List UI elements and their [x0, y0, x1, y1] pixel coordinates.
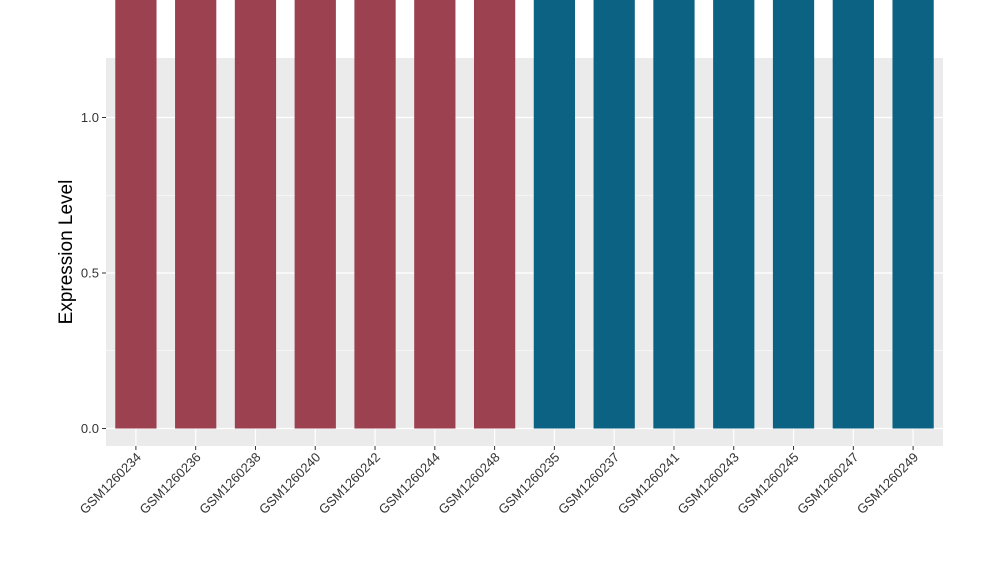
bar-GSM1260235	[533, 0, 576, 429]
x-tick-label: GSM1260238	[196, 450, 263, 517]
x-tick-label: GSM1260243	[675, 450, 742, 517]
x-tick-label: GSM1260236	[136, 450, 203, 517]
bar-GSM1260237	[593, 0, 635, 429]
x-tick-label: GSM1260240	[256, 450, 323, 517]
bars	[115, 0, 934, 429]
x-tick-label: GSM1260234	[77, 450, 144, 517]
y-axis: 0.00.51.01.52.0	[81, 110, 106, 436]
y-tick-label: 1.0	[81, 110, 99, 125]
bar-GSM1260234	[115, 0, 157, 429]
x-tick-label: GSM1260249	[854, 450, 921, 517]
x-tick-label: GSM1260241	[615, 450, 682, 517]
x-tick-label: GSM1260247	[794, 450, 861, 517]
plot-panel	[106, 58, 943, 446]
bar-GSM1260236	[175, 0, 217, 429]
x-tick-label: GSM1260245	[734, 450, 801, 517]
bar-GSM1260248	[473, 0, 516, 429]
bar-GSM1260242	[354, 0, 396, 429]
bar-GSM1260238	[234, 0, 277, 429]
y-tick-label: 0.5	[81, 266, 99, 281]
x-tick-label: GSM1260237	[555, 450, 622, 517]
bar-GSM1260247	[832, 0, 874, 429]
x-tick-label: GSM1260244	[376, 450, 443, 517]
x-axis: GSM1260234GSM1260236GSM1260238GSM1260240…	[77, 446, 921, 517]
y-axis-title: Expression Level	[56, 180, 77, 325]
bar-GSM1260249	[892, 0, 934, 429]
bar-GSM1260240	[294, 0, 336, 429]
x-tick-label: GSM1260235	[495, 450, 562, 517]
y-tick-label: 0.0	[81, 421, 99, 436]
bar-GSM1260245	[772, 0, 815, 429]
bar-GSM1260244	[414, 0, 456, 429]
bar-GSM1260241	[653, 0, 695, 429]
x-tick-label: GSM1260248	[435, 450, 502, 517]
bar-GSM1260243	[713, 0, 755, 429]
x-tick-label: GSM1260242	[316, 450, 383, 517]
